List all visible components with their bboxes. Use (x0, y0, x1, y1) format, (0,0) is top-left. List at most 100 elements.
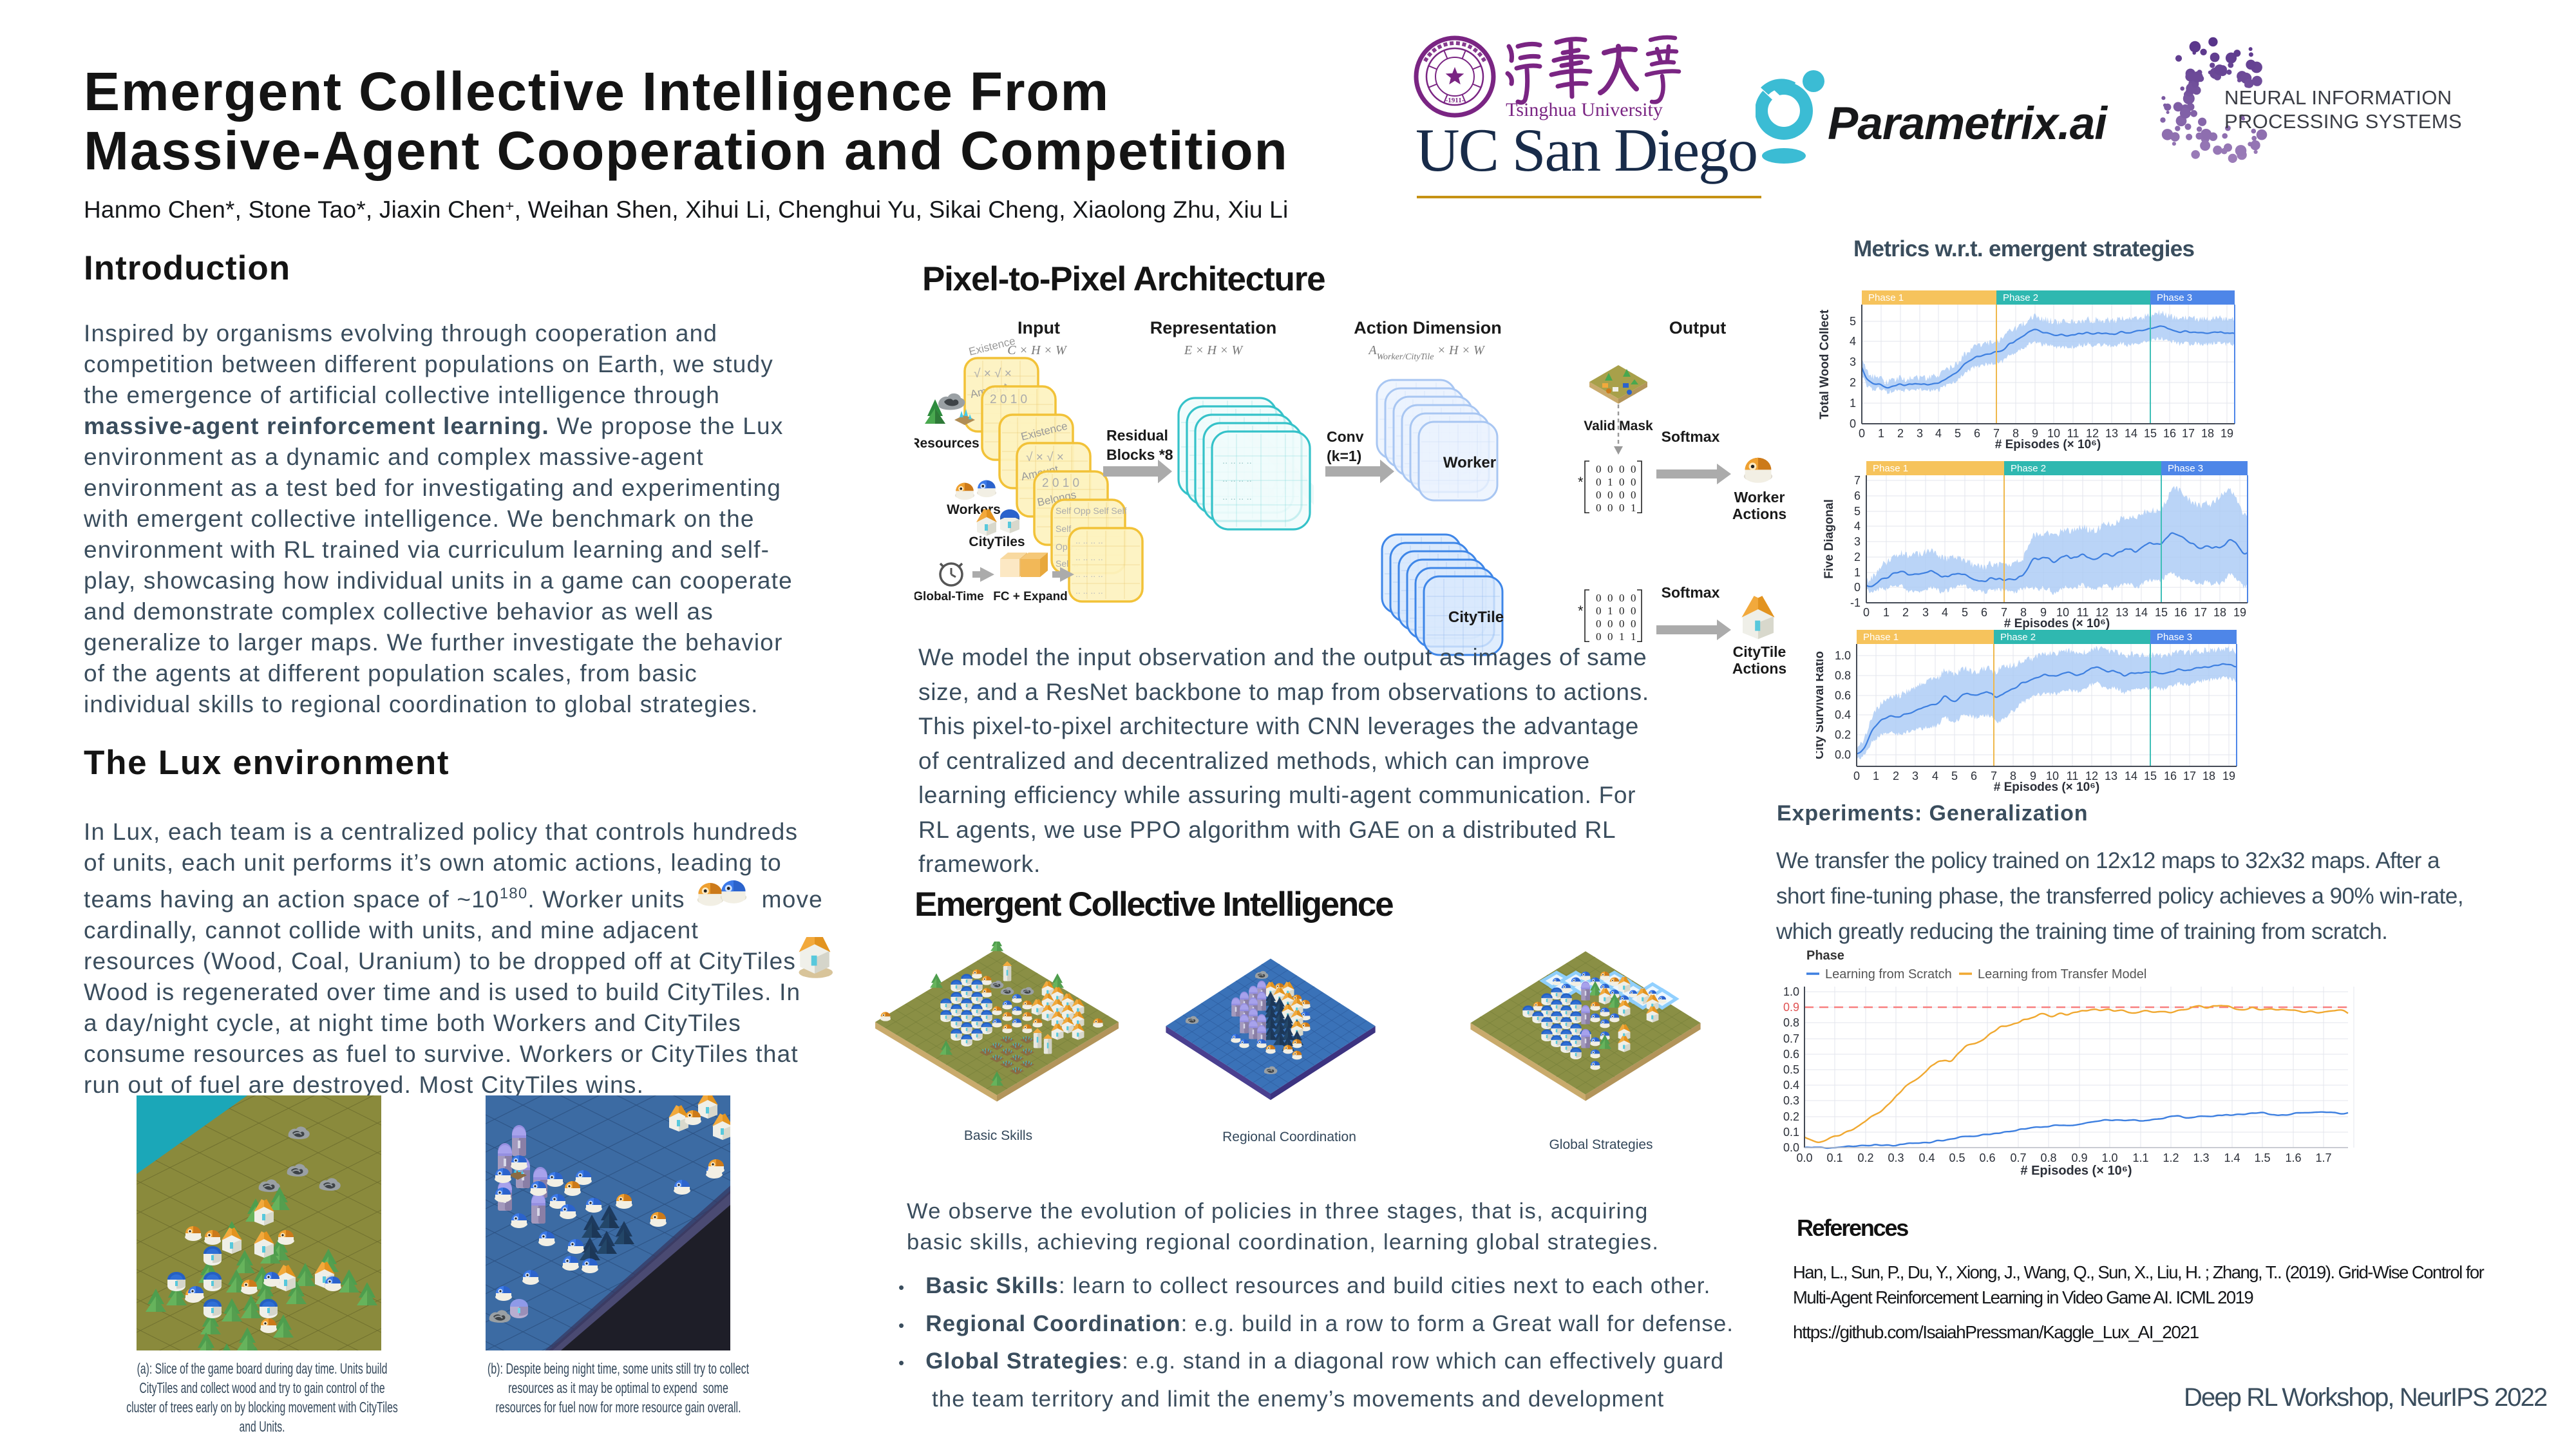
svg-text:11: 11 (2067, 770, 2079, 782)
svg-text:0.5: 0.5 (1783, 1063, 1799, 1076)
svg-text:2: 2 (1897, 427, 1904, 440)
svg-text:6: 6 (1981, 606, 1987, 619)
svg-text:0: 0 (1596, 605, 1602, 617)
svg-text:0.6: 0.6 (1783, 1048, 1799, 1061)
svg-text:0.8: 0.8 (1835, 669, 1851, 682)
svg-text:1: 1 (1883, 606, 1889, 619)
svg-text:# Episodes (× 10⁶): # Episodes (× 10⁶) (1994, 781, 2100, 794)
svg-text:1.4: 1.4 (2224, 1151, 2240, 1164)
svg-text:Output: Output (1669, 318, 1726, 337)
svg-text:5: 5 (1955, 427, 1961, 440)
svg-text:7: 7 (1991, 770, 1997, 782)
svg-text:Resources: Resources (914, 436, 980, 451)
svg-text:0.0: 0.0 (1783, 1141, 1799, 1154)
svg-text:Tsinghua University: Tsinghua University (1506, 99, 1663, 120)
svg-text:0: 0 (1619, 592, 1625, 604)
svg-text:Phase 1: Phase 1 (1863, 632, 1899, 643)
svg-text:7: 7 (1854, 474, 1861, 487)
svg-text:15: 15 (2155, 606, 2168, 619)
svg-text:1.2: 1.2 (2163, 1151, 2179, 1164)
svg-text:0.4: 0.4 (1835, 708, 1851, 721)
svg-text:12: 12 (2085, 770, 2098, 782)
svg-text:0: 0 (1607, 502, 1613, 514)
svg-text:E × H × W: E × H × W (1184, 343, 1244, 357)
svg-text:0: 0 (1607, 630, 1613, 643)
svg-text:CityTiles: CityTiles (969, 535, 1025, 549)
svg-text:Input: Input (1018, 318, 1060, 337)
svg-text:10: 10 (2047, 427, 2060, 440)
svg-text:Softmax: Softmax (1662, 428, 1720, 445)
svg-text:16: 16 (2174, 606, 2187, 619)
svg-text:1: 1 (1854, 566, 1861, 579)
svg-text:.. .. .. ..: .. .. .. .. (1075, 569, 1103, 579)
svg-text:FC + Expand: FC + Expand (993, 590, 1068, 603)
svg-text:18: 18 (2202, 770, 2215, 782)
svg-text:3: 3 (1922, 606, 1929, 619)
svg-text:0.3: 0.3 (1783, 1094, 1799, 1107)
svg-text:0: 0 (1859, 427, 1865, 440)
svg-text:Global-Time: Global-Time (914, 590, 984, 603)
svg-text:4: 4 (1935, 427, 1942, 440)
svg-text:6: 6 (1974, 427, 1980, 440)
svg-text:0: 0 (1631, 618, 1636, 630)
svg-text:5: 5 (1951, 770, 1958, 782)
svg-text:0.0: 0.0 (1835, 748, 1851, 761)
svg-text:1.0: 1.0 (1783, 985, 1799, 998)
svg-text:4: 4 (1850, 335, 1856, 348)
svg-text:0: 0 (1596, 630, 1602, 643)
svg-text:0.9: 0.9 (1783, 1001, 1799, 1014)
svg-text:1: 1 (1850, 397, 1856, 410)
svg-text:0.6: 0.6 (1835, 689, 1851, 702)
svg-text:1.0: 1.0 (1835, 649, 1851, 662)
svg-text:Self Opp Self Self: Self Opp Self Self (1056, 506, 1127, 516)
svg-text:0: 0 (1596, 592, 1602, 604)
svg-text:0.8: 0.8 (1783, 1016, 1799, 1029)
svg-text:0: 0 (1596, 618, 1602, 630)
svg-text:0.1: 0.1 (1826, 1151, 1842, 1164)
svg-text:Phase 2: Phase 2 (2000, 632, 2036, 643)
svg-text:√ × √ ×: √ × √ × (1026, 451, 1064, 464)
svg-text:4: 4 (1854, 520, 1861, 533)
svg-text:1.3: 1.3 (2193, 1151, 2209, 1164)
svg-text:Worker: Worker (1443, 454, 1496, 471)
svg-text:15: 15 (2144, 427, 2157, 440)
svg-text:0.2: 0.2 (1857, 1151, 1873, 1164)
svg-text:0: 0 (1631, 476, 1636, 488)
svg-text:3: 3 (1917, 427, 1923, 440)
svg-text:City Survival Ratio: City Survival Ratio (1816, 651, 1826, 759)
svg-text:0: 0 (1853, 770, 1860, 782)
svg-text:# Episodes (× 10⁶): # Episodes (× 10⁶) (2020, 1164, 2132, 1178)
svg-text:.. .. .. ..: .. .. .. .. (1075, 552, 1103, 562)
svg-text:0: 0 (1619, 605, 1625, 617)
svg-text:# Episodes (× 10⁶): # Episodes (× 10⁶) (2004, 617, 2110, 630)
svg-text:NEURAL INFORMATION: NEURAL INFORMATION (2224, 86, 2452, 109)
svg-text:0: 0 (1631, 463, 1636, 475)
svg-text:8: 8 (2010, 770, 2016, 782)
svg-text:0: 0 (1596, 502, 1602, 514)
svg-text:Actions: Actions (1732, 506, 1786, 522)
svg-text:-1911-: -1911- (1446, 97, 1464, 104)
svg-text:0: 0 (1631, 489, 1636, 501)
svg-text:1.5: 1.5 (2254, 1151, 2270, 1164)
svg-text:Phase 3: Phase 3 (2157, 292, 2192, 303)
svg-text:17: 17 (2183, 770, 2196, 782)
svg-text:0.4: 0.4 (1918, 1151, 1935, 1164)
svg-text:5: 5 (1962, 606, 1968, 619)
svg-text:0: 0 (1607, 618, 1613, 630)
svg-text:0.7: 0.7 (2010, 1151, 2026, 1164)
svg-text:.. .. .. ..: .. .. .. .. (1222, 491, 1252, 502)
svg-text:18: 18 (2201, 427, 2214, 440)
svg-text:# Episodes (× 10⁶): # Episodes (× 10⁶) (1995, 438, 2101, 451)
svg-text:√ × √ ×: √ × √ × (974, 367, 1012, 381)
svg-text:0.8: 0.8 (2040, 1151, 2056, 1164)
svg-text:Phase 3: Phase 3 (2157, 632, 2192, 643)
svg-text:0: 0 (1619, 489, 1625, 501)
svg-text:Total Wood Collect: Total Wood Collect (1818, 309, 1832, 419)
svg-text:16: 16 (2164, 770, 2177, 782)
svg-text:2: 2 (1893, 770, 1899, 782)
svg-text:*: * (1578, 474, 1584, 490)
svg-text:1: 1 (1607, 476, 1613, 488)
svg-text:17: 17 (2194, 606, 2207, 619)
svg-text:1: 1 (1607, 605, 1613, 617)
svg-text:0.1: 0.1 (1783, 1126, 1799, 1139)
